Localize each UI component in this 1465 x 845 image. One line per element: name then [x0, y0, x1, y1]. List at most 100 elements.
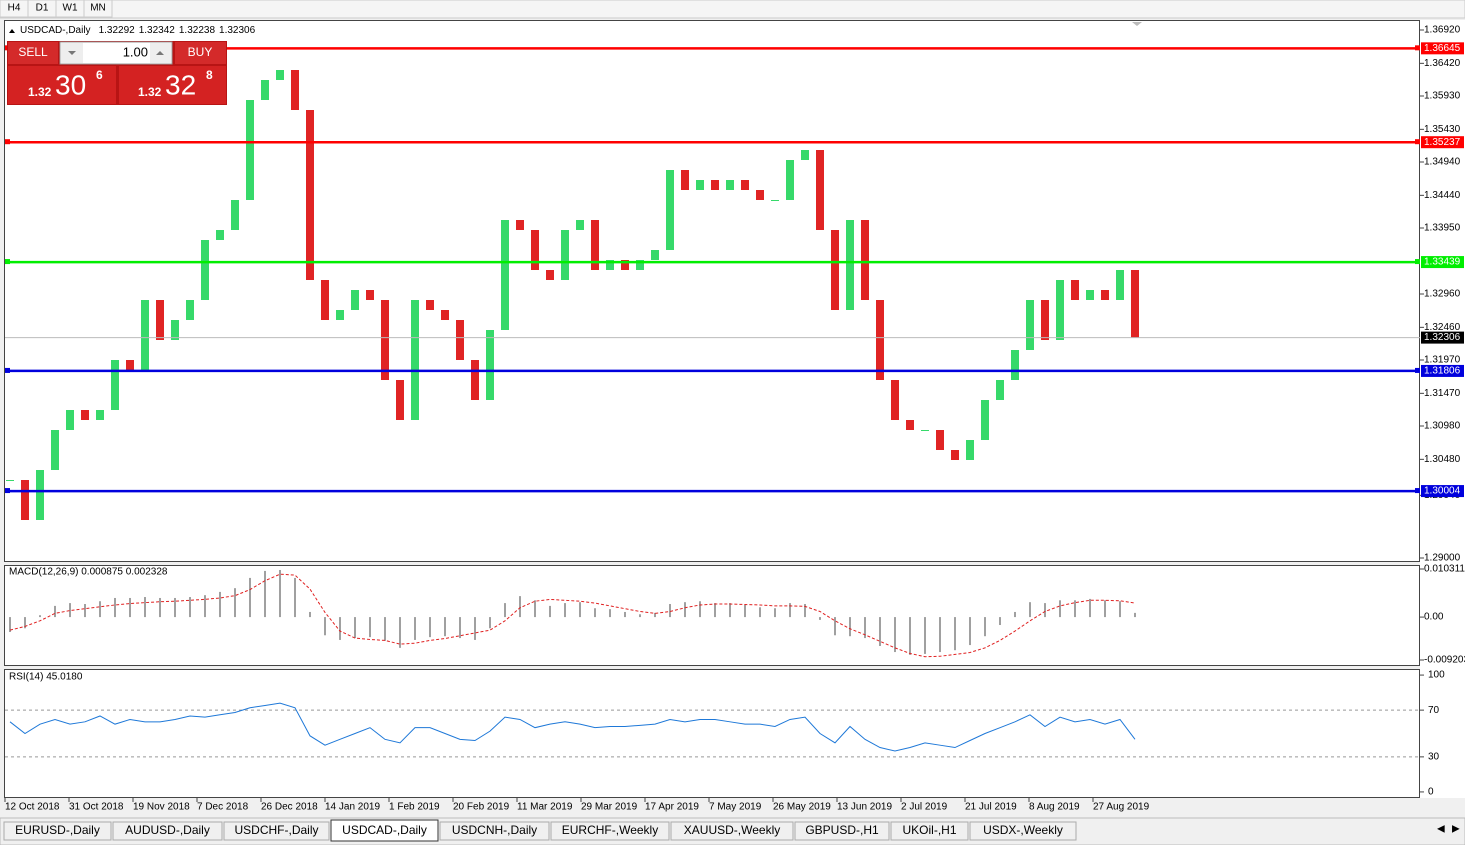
candle-body	[411, 300, 419, 420]
tab[interactable]	[794, 821, 890, 841]
collapse-icon	[9, 29, 15, 33]
macd-bar	[249, 577, 251, 618]
candle-body	[921, 430, 929, 431]
tab-label[interactable]: USDCNH-,Daily	[452, 823, 537, 837]
tab[interactable]	[112, 821, 223, 841]
tab[interactable]	[670, 821, 794, 841]
macd-bar	[219, 591, 221, 618]
lot-value[interactable]: 1.00	[123, 44, 148, 59]
timeframe-button[interactable]	[83, 0, 113, 18]
macd-bar	[159, 597, 161, 618]
y-tick-label: 0.00	[1424, 612, 1444, 623]
sell-fraction: 6	[96, 68, 103, 82]
macd-bar	[789, 603, 791, 618]
rsi-panel	[4, 669, 1420, 798]
sell-big-figure: 1.32	[28, 85, 52, 99]
candle-body	[561, 230, 569, 280]
macd-bar	[1134, 612, 1136, 618]
macd-bar	[819, 617, 821, 620]
candle-body	[891, 380, 899, 420]
buy-label[interactable]: BUY	[188, 45, 213, 59]
tab[interactable]	[890, 821, 969, 841]
sell-price-box[interactable]	[8, 66, 116, 104]
macd-bar	[324, 617, 326, 636]
tab-label[interactable]: AUDUSD-,Daily	[125, 823, 210, 837]
tab[interactable]	[550, 821, 670, 841]
candle-body	[711, 180, 719, 190]
toolbar	[0, 0, 1465, 19]
macd-bar	[564, 603, 566, 618]
macd-bar	[924, 617, 926, 654]
timeframe-label[interactable]: H4	[8, 3, 21, 14]
quote-value: 1.32292	[99, 25, 136, 36]
macd-bar	[624, 611, 626, 618]
candle-body	[771, 200, 779, 201]
macd-bar	[804, 604, 806, 618]
tab-label[interactable]: GBPUSD-,H1	[805, 823, 879, 837]
tab-label[interactable]: EURUSD-,Daily	[15, 823, 100, 837]
buy-fraction: 8	[206, 68, 213, 82]
candle-body	[1071, 280, 1079, 300]
macd-bar	[939, 617, 941, 653]
timeframe-label[interactable]: W1	[63, 3, 78, 14]
candle-body	[381, 300, 389, 380]
signal-line	[9, 573, 1136, 658]
y-tick-label: 1.36420	[1424, 58, 1461, 69]
lot-input[interactable]	[59, 41, 173, 65]
buy-button[interactable]	[175, 42, 226, 64]
y-tick-label: 1.33950	[1424, 223, 1461, 234]
macd-bar	[999, 617, 1001, 626]
candle-body	[1011, 350, 1019, 380]
macd-bar	[774, 608, 776, 618]
level-handle	[5, 367, 10, 373]
date-label: 27 Aug 2019	[1093, 802, 1150, 813]
macd-bar	[504, 603, 506, 618]
candle-body	[636, 260, 644, 270]
level-handle	[1415, 488, 1420, 494]
timeframe-label[interactable]: D1	[36, 3, 49, 14]
candle-body	[6, 480, 14, 481]
tab-label[interactable]: UKOil-,H1	[902, 823, 956, 837]
sell-label[interactable]: SELL	[18, 45, 48, 59]
candle-body	[246, 100, 254, 200]
macd-bar	[474, 617, 476, 640]
tab-scroll-left[interactable]: ◀	[1437, 824, 1445, 835]
candle-body	[456, 320, 464, 360]
macd-bar	[684, 602, 686, 618]
tab-scroll-right[interactable]: ▶	[1452, 824, 1460, 835]
tab[interactable]	[223, 821, 330, 841]
timeframe-label[interactable]: MN	[90, 3, 106, 14]
macd-bar	[144, 597, 146, 618]
macd-bar	[534, 600, 536, 618]
tab[interactable]	[3, 821, 112, 841]
level-label: 1.35237	[1424, 137, 1461, 148]
candle-body	[516, 220, 524, 230]
candle-body	[981, 400, 989, 440]
tab-label[interactable]: EURCHF-,Weekly	[562, 823, 658, 837]
candle-body	[831, 230, 839, 310]
candle-body	[1101, 290, 1109, 300]
candle-body	[111, 360, 119, 410]
tab[interactable]	[969, 821, 1077, 841]
macd-bar	[399, 617, 401, 648]
level-label: 1.30004	[1424, 486, 1461, 497]
macd-bar	[234, 588, 236, 618]
active-tab[interactable]	[330, 819, 439, 842]
tab-label[interactable]: XAUUSD-,Weekly	[684, 823, 780, 837]
tab[interactable]	[439, 821, 550, 841]
tab-label[interactable]: USDX-,Weekly	[983, 823, 1063, 837]
sell-button[interactable]	[8, 42, 58, 64]
y-tick-label: 1.30480	[1424, 454, 1461, 465]
candle-body	[756, 190, 764, 200]
macd-bar	[744, 604, 746, 618]
macd-bar	[1074, 600, 1076, 618]
candle-body	[51, 430, 59, 470]
candle-body	[426, 300, 434, 310]
buy-price-box[interactable]	[119, 66, 226, 104]
tab-label[interactable]: USDCAD-,Daily	[342, 823, 427, 837]
candle-body	[651, 250, 659, 260]
candle-body	[231, 200, 239, 230]
candle-body	[846, 220, 854, 310]
tab-label[interactable]: USDCHF-,Daily	[235, 823, 319, 837]
